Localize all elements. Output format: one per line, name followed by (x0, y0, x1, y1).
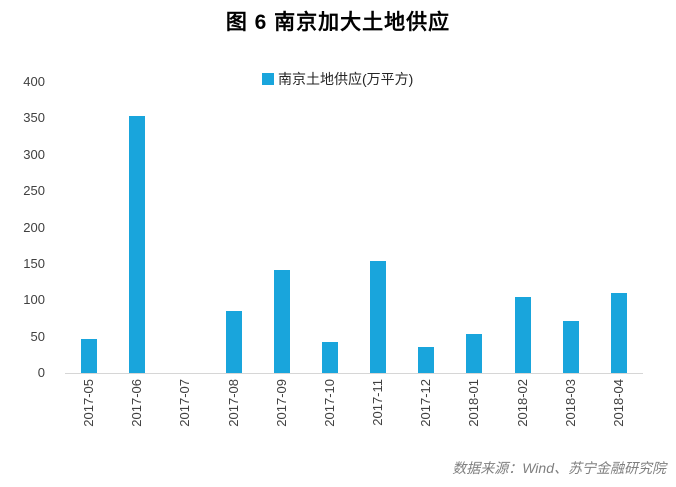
x-axis-line (65, 373, 643, 374)
x-axis-tick-label: 2018-02 (514, 379, 530, 427)
x-axis-tick-label: 2017-08 (225, 379, 241, 427)
bar-2017-09 (273, 269, 290, 373)
bar-2017-11 (370, 260, 387, 373)
bar-2017-05 (81, 338, 98, 373)
x-axis-tick-label: 2017-06 (129, 379, 145, 427)
y-axis-tick-label: 150 (23, 255, 45, 271)
x-axis-tick-label: 2018-03 (562, 379, 578, 427)
y-axis-tick-label: 250 (23, 183, 45, 199)
x-axis-tick-label: 2017-12 (418, 379, 434, 427)
chart-title: 图 6 南京加大土地供应 (225, 11, 451, 34)
x-axis-tick-label: 2017-10 (321, 379, 337, 427)
y-axis-tick-label: 400 (23, 74, 45, 89)
y-axis-tick-label: 350 (23, 110, 45, 126)
bar-2018-01 (466, 334, 483, 373)
bar-2018-02 (514, 297, 531, 373)
bar-2018-03 (562, 321, 579, 373)
x-axis-tick-label: 2017-07 (177, 379, 193, 427)
x-axis-tick-label: 2017-11 (370, 379, 386, 426)
x-axis-tick-label: 2017-05 (81, 379, 97, 427)
bar-2018-04 (610, 292, 627, 373)
y-axis-tick-label: 100 (23, 292, 45, 308)
legend-swatch-icon (262, 73, 274, 85)
x-axis-tick-label: 2017-09 (273, 379, 289, 427)
bar-2017-10 (321, 341, 338, 373)
y-axis-tick-label: 50 (30, 328, 45, 344)
bar-2017-12 (418, 346, 435, 373)
legend: 南京土地供应(万平方) (262, 69, 413, 89)
bar-2017-06 (129, 116, 146, 373)
y-axis-tick-label: 300 (23, 146, 45, 162)
bar-2017-08 (225, 311, 242, 373)
legend-label: 南京土地供应(万平方) (278, 71, 414, 87)
data-source-note: 数据来源：Wind、苏宁金融研究院 (452, 460, 666, 476)
x-axis-tick-label: 2018-01 (466, 379, 482, 427)
x-axis-tick-label: 2018-04 (610, 379, 626, 427)
y-axis-tick-label: 200 (23, 219, 45, 235)
y-axis-tick-label: 0 (37, 365, 45, 380)
